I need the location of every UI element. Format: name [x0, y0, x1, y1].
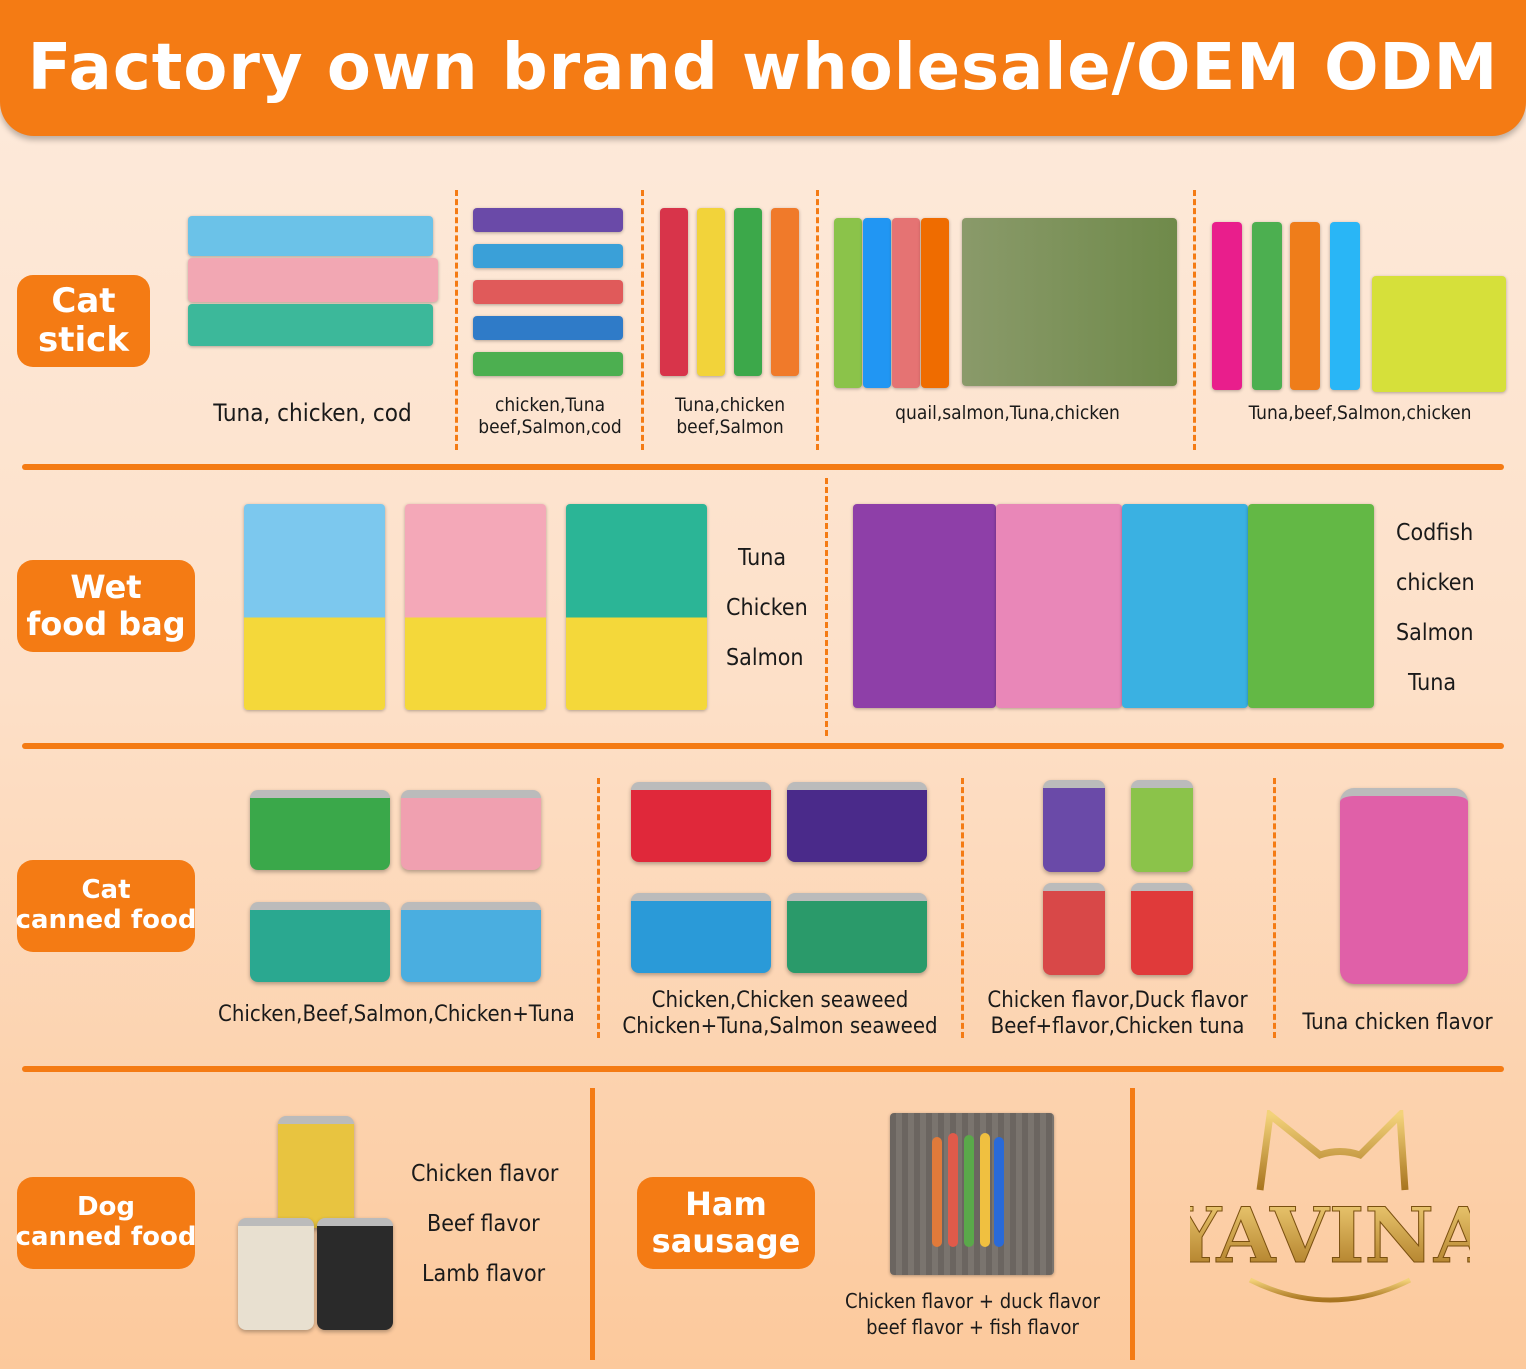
label-cat-canned-food: Cat canned food	[16, 860, 196, 952]
divider	[816, 190, 819, 450]
cat-ears-logo-icon: YAVINA	[1166, 1107, 1494, 1303]
product-image	[473, 208, 623, 232]
flavor-label: Salmon	[726, 645, 804, 671]
product-image	[1131, 780, 1193, 872]
yavina-logo: YAVINA	[1166, 1107, 1494, 1320]
product-image	[1330, 222, 1360, 390]
product-image	[660, 208, 688, 376]
divider	[455, 190, 458, 450]
product-image	[834, 218, 862, 388]
product-image	[473, 352, 623, 376]
caption: Chicken flavor,Duck flavor Beef+flavor,C…	[987, 988, 1248, 1039]
caption: Chicken,Beef,Salmon,Chicken+Tuna	[218, 1002, 575, 1027]
product-image	[401, 790, 541, 870]
product-image	[892, 218, 920, 388]
product-image	[697, 208, 725, 376]
divider	[825, 478, 828, 736]
product-image	[250, 902, 390, 982]
product-image	[771, 208, 799, 376]
product-image	[473, 280, 623, 304]
caption: Chicken flavor + duck flavor beef flavor…	[845, 1289, 1100, 1339]
product-image	[996, 504, 1122, 708]
caption: Tuna,beef,Salmon,chicken	[1248, 402, 1472, 424]
divider	[597, 778, 600, 1038]
divider	[22, 464, 1504, 470]
product-image	[188, 216, 433, 256]
product-image	[1122, 504, 1248, 708]
caption: quail,salmon,Tuna,chicken	[895, 402, 1120, 424]
product-image	[401, 902, 541, 982]
product-image	[1043, 883, 1105, 975]
flavor-label: Chicken flavor	[411, 1161, 559, 1187]
product-image	[962, 218, 1177, 386]
product-image	[1212, 222, 1242, 390]
label-dog-canned-food: Dog canned food	[16, 1177, 196, 1269]
product-image	[1252, 222, 1282, 390]
product-image	[244, 504, 385, 710]
flavor-label: chicken	[1396, 570, 1475, 596]
product-image	[787, 893, 927, 973]
product-image	[566, 504, 707, 710]
divider	[961, 778, 964, 1038]
label-cat-stick: Cat stick	[17, 275, 150, 367]
product-image	[1248, 504, 1374, 708]
product-image	[1131, 883, 1193, 975]
product-image	[1372, 276, 1506, 392]
product-image	[890, 1113, 1054, 1275]
product-image	[787, 782, 927, 862]
caption: Chicken,Chicken seaweed Chicken+Tuna,Sal…	[622, 988, 938, 1039]
product-image	[853, 504, 996, 708]
caption: Tuna,chicken beef,Salmon	[674, 394, 786, 438]
product-image	[250, 790, 390, 870]
product-image	[1290, 222, 1320, 390]
product-image	[317, 1218, 393, 1330]
caption: Tuna chicken flavor	[1302, 1010, 1493, 1035]
flavor-label: Salmon	[1396, 620, 1474, 646]
product-image	[473, 244, 623, 268]
divider	[641, 190, 644, 450]
svg-text:YAVINA: YAVINA	[1190, 1191, 1470, 1280]
label-ham-sausage: Ham sausage	[637, 1177, 815, 1269]
caption: Tuna, chicken, cod	[213, 399, 412, 427]
header-banner: Factory own brand wholesale/OEM ODM	[0, 0, 1526, 136]
label-wet-food-bag: Wet food bag	[17, 560, 195, 652]
flavor-label: Lamb flavor	[422, 1261, 546, 1287]
product-image	[405, 504, 546, 710]
divider	[1130, 1088, 1135, 1360]
product-image	[863, 218, 891, 388]
flavor-label: Tuna	[1408, 670, 1457, 696]
product-image	[1043, 780, 1105, 872]
product-image	[921, 218, 949, 388]
product-image	[631, 893, 771, 973]
flavor-label: Codfish	[1396, 520, 1474, 546]
product-image	[734, 208, 762, 376]
caption: chicken,Tuna beef,Salmon,cod	[478, 394, 622, 438]
divider	[1273, 778, 1276, 1038]
product-image	[631, 782, 771, 862]
divider	[22, 743, 1504, 749]
flavor-label: Tuna	[738, 545, 787, 571]
divider	[590, 1088, 595, 1360]
flavor-label: Beef flavor	[427, 1211, 540, 1237]
product-image	[238, 1218, 314, 1330]
divider	[1193, 190, 1196, 450]
product-image	[473, 316, 623, 340]
product-image	[1340, 788, 1468, 984]
product-image	[188, 304, 433, 346]
page-title: Factory own brand wholesale/OEM ODM	[27, 31, 1499, 105]
flavor-label: Chicken	[726, 595, 808, 621]
divider	[22, 1066, 1504, 1072]
product-image	[188, 258, 438, 302]
product-image	[278, 1116, 354, 1228]
